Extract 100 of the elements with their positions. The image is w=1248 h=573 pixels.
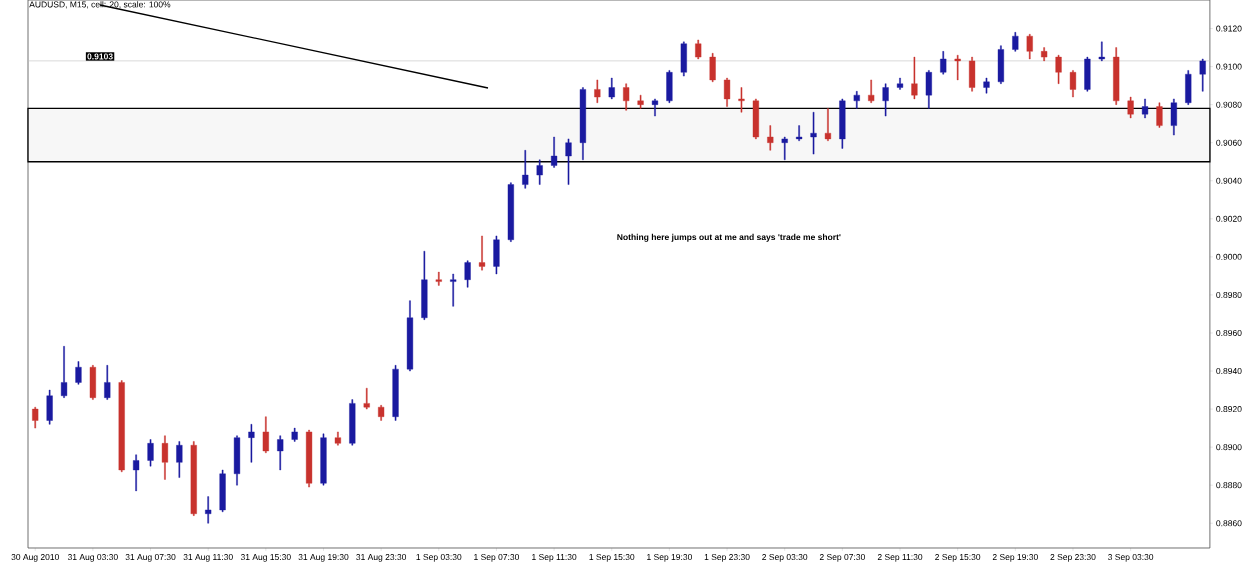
candlestick bbox=[810, 112, 817, 155]
y-tick-label: 0.9120 bbox=[1216, 25, 1242, 32]
y-tick-label: 0.9060 bbox=[1216, 139, 1242, 146]
candlestick bbox=[551, 136, 558, 168]
candlestick bbox=[147, 439, 154, 467]
candlestick bbox=[334, 431, 341, 446]
candlestick bbox=[262, 416, 269, 454]
y-tick-label: 0.8960 bbox=[1216, 329, 1242, 336]
x-tick-label: 1 Sep 23:30 bbox=[704, 554, 750, 562]
y-tick-label: 0.9040 bbox=[1216, 177, 1242, 184]
candlestick bbox=[1069, 70, 1077, 98]
candlestick bbox=[738, 87, 745, 113]
candlestick bbox=[896, 77, 904, 90]
y-tick-label: 0.8920 bbox=[1216, 406, 1242, 413]
candlestick bbox=[118, 380, 125, 473]
x-tick-label: 31 Aug 15:30 bbox=[240, 554, 291, 562]
candlestick bbox=[1041, 47, 1048, 62]
x-tick-label: 1 Sep 03:30 bbox=[416, 554, 462, 562]
candlestick bbox=[623, 83, 630, 111]
x-tick-label: 1 Sep 15:30 bbox=[589, 554, 635, 562]
candlestick bbox=[1199, 58, 1206, 92]
candlestick bbox=[594, 79, 601, 103]
candlestick bbox=[104, 365, 111, 400]
x-tick-label: 2 Sep 23:30 bbox=[1050, 554, 1096, 562]
candlestick bbox=[464, 260, 471, 288]
candlestick bbox=[1012, 32, 1019, 52]
y-tick-label: 0.8880 bbox=[1216, 482, 1242, 489]
candlestick bbox=[868, 79, 875, 103]
candlestick bbox=[89, 365, 96, 400]
candlestick bbox=[1127, 96, 1134, 119]
candlestick bbox=[378, 405, 385, 421]
candlestick bbox=[46, 389, 53, 425]
candlestick bbox=[507, 182, 514, 242]
candlestick bbox=[1141, 98, 1149, 119]
candlestick bbox=[1185, 70, 1192, 105]
candlestick bbox=[450, 273, 457, 307]
candlestick bbox=[233, 435, 241, 486]
candlestick bbox=[781, 136, 788, 161]
x-tick-label: 31 Aug 03:30 bbox=[67, 554, 118, 562]
candlestick bbox=[493, 235, 500, 275]
candlestick bbox=[536, 159, 543, 185]
candlestick bbox=[349, 399, 356, 446]
x-tick-label: 2 Sep 03:30 bbox=[762, 554, 808, 562]
candlestick bbox=[32, 406, 39, 429]
ref-line-label: 0.9103 bbox=[87, 53, 113, 60]
candlestick bbox=[392, 365, 399, 421]
candlestick bbox=[824, 108, 832, 141]
y-tick-label: 0.8900 bbox=[1216, 444, 1242, 451]
candlestick bbox=[925, 70, 932, 109]
candlestick bbox=[406, 300, 414, 372]
candlestick bbox=[940, 51, 947, 75]
candlestick bbox=[767, 125, 774, 151]
candlestick bbox=[478, 235, 486, 271]
candlestick bbox=[60, 346, 68, 398]
x-tick-label: 2 Sep 15:30 bbox=[935, 554, 981, 562]
candlestick bbox=[954, 54, 961, 81]
candlestick bbox=[205, 496, 212, 524]
candlestick bbox=[219, 469, 226, 513]
candlestick bbox=[522, 150, 529, 189]
candlestick bbox=[291, 427, 298, 442]
candlestick bbox=[637, 94, 644, 109]
candlestick bbox=[709, 53, 716, 83]
candlestick bbox=[853, 91, 860, 109]
candlestick bbox=[305, 429, 313, 488]
x-tick-label: 2 Sep 19:30 bbox=[992, 554, 1038, 562]
y-tick-label: 0.9020 bbox=[1216, 215, 1242, 222]
candlestick bbox=[421, 250, 428, 320]
candlestick bbox=[1113, 47, 1120, 105]
candlestick bbox=[579, 87, 587, 161]
annotation: Nothing here jumps out at me and says 'trade me short' bbox=[617, 233, 841, 242]
candlestick bbox=[796, 125, 803, 141]
candlestick bbox=[983, 77, 990, 94]
candlestick bbox=[565, 138, 572, 185]
y-tick-label: 0.9000 bbox=[1216, 253, 1242, 260]
x-tick-label: 1 Sep 07:30 bbox=[474, 554, 520, 562]
x-tick-label: 30 Aug 2010 bbox=[11, 554, 59, 562]
candlestick bbox=[723, 77, 731, 107]
candlestick bbox=[997, 45, 1004, 84]
x-tick-label: 31 Aug 23:30 bbox=[356, 554, 407, 562]
x-tick-label: 1 Sep 11:30 bbox=[532, 554, 577, 562]
candlestick bbox=[651, 98, 659, 117]
candlestick bbox=[1026, 34, 1033, 60]
candlestick bbox=[1156, 102, 1163, 128]
candlestick bbox=[1055, 54, 1062, 84]
y-tick-label: 0.9100 bbox=[1216, 63, 1242, 70]
candlestick bbox=[969, 56, 976, 92]
x-tick-label: 3 Sep 03:30 bbox=[1108, 554, 1154, 562]
candlestick bbox=[277, 435, 284, 471]
candlestick bbox=[911, 56, 918, 100]
candlestick bbox=[1084, 56, 1091, 92]
candlestick bbox=[680, 41, 687, 77]
candlestick bbox=[190, 441, 197, 516]
y-tick-label: 0.8860 bbox=[1216, 520, 1242, 527]
candlestick bbox=[695, 39, 702, 60]
candlestick bbox=[176, 441, 183, 478]
candlestick bbox=[1098, 41, 1105, 62]
x-tick-label: 31 Aug 11:30 bbox=[183, 554, 233, 562]
candlestick bbox=[882, 83, 889, 117]
y-tick-label: 0.8980 bbox=[1216, 291, 1242, 298]
candlestick bbox=[363, 387, 370, 410]
